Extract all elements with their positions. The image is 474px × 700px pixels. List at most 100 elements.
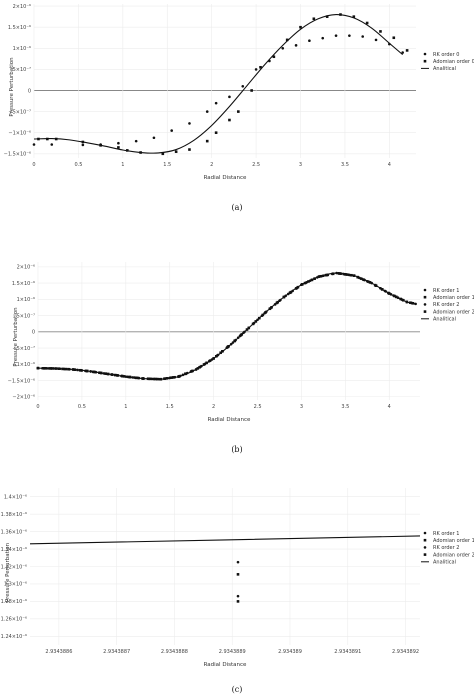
legend-label: RK order 1 — [433, 531, 459, 537]
series-rk-order-0 — [32, 34, 404, 147]
data-point — [345, 273, 349, 276]
data-point — [170, 376, 173, 379]
data-point — [237, 110, 240, 113]
x-tick-label: 2 — [210, 162, 213, 168]
data-point — [191, 369, 194, 373]
series-adomian-order-0 — [37, 13, 409, 156]
figure-caption: (c) — [232, 685, 243, 694]
data-point — [387, 292, 391, 295]
data-point — [268, 59, 271, 63]
data-point — [215, 354, 219, 357]
data-point — [48, 367, 52, 370]
data-point — [307, 280, 310, 283]
figure-caption: (a) — [231, 203, 242, 212]
data-point — [181, 373, 185, 377]
data-point — [236, 560, 240, 564]
legend-label: Adomian order 2 — [433, 309, 474, 315]
legend-square-swatch — [423, 310, 427, 313]
data-point — [165, 377, 169, 380]
data-point — [177, 375, 180, 378]
data-point — [321, 274, 324, 278]
data-point — [325, 15, 329, 18]
data-point — [135, 376, 138, 380]
data-point — [313, 277, 316, 280]
data-point — [131, 376, 135, 379]
x-tick-label: 3 — [299, 162, 302, 168]
data-point — [170, 129, 173, 132]
chart-1: 2×10⁻⁶ 1.5×10⁻⁶ 1×10⁻⁶ 5×10⁻⁷ 0 −5×10⁻⁷ −1×10⁻… — [4, 4, 474, 212]
data-point — [365, 21, 369, 25]
x-tick-label: 1 — [121, 162, 124, 168]
y-tick-label: 1.5×10⁻⁶ — [8, 25, 31, 31]
data-point — [310, 278, 314, 282]
data-point — [363, 278, 366, 282]
data-point — [194, 368, 198, 371]
y-tick-label: 1.5×10⁻⁶ — [12, 281, 35, 287]
series-adomian-order-1 — [236, 573, 240, 576]
data-point — [356, 275, 359, 279]
x-tick-label: 1.5 — [163, 162, 171, 168]
data-point — [229, 342, 233, 346]
series-rk-order-2 — [236, 594, 240, 598]
data-point — [121, 374, 124, 378]
data-point — [393, 294, 396, 298]
x-tick-label: 4 — [388, 162, 391, 168]
data-point — [92, 370, 96, 374]
data-point — [245, 328, 249, 331]
y-tick-label: 1×10⁻⁶ — [13, 46, 31, 52]
data-point — [402, 298, 405, 302]
data-point — [339, 13, 342, 16]
data-point — [259, 65, 262, 69]
data-point — [43, 367, 47, 370]
data-point — [352, 274, 356, 277]
legend-label: Adomian order 1 — [433, 295, 474, 301]
x-axis-title: Radial Distance — [208, 417, 251, 423]
analytical-curve — [38, 272, 416, 380]
figure-caption: (b) — [231, 445, 242, 454]
x-tick-label: 2.9343886 — [45, 649, 72, 655]
data-point — [159, 377, 163, 381]
data-point — [139, 151, 142, 154]
legend-label: Adomian order 1 — [433, 538, 474, 544]
legend-dot-swatch — [423, 546, 427, 549]
data-point — [228, 118, 231, 122]
data-point — [250, 89, 253, 92]
data-point — [214, 101, 218, 105]
y-tick-label: 1.24×10⁻⁶ — [1, 634, 27, 640]
data-point — [359, 277, 363, 280]
legend-label: RK order 2 — [433, 545, 459, 551]
data-point — [233, 339, 237, 343]
data-point — [173, 375, 177, 379]
data-point — [54, 137, 58, 141]
data-point — [99, 371, 103, 375]
y-tick-label: 0 — [32, 330, 35, 336]
x-axis-title: Radial Distance — [204, 175, 247, 181]
data-point — [240, 333, 244, 336]
y-axis-title: Pressure Perturbation — [9, 57, 15, 117]
data-point — [405, 300, 409, 304]
legend-square-swatch — [423, 59, 427, 63]
y-tick-label: 2×10⁻⁶ — [13, 4, 31, 10]
data-point — [296, 285, 300, 289]
data-point — [125, 149, 129, 152]
data-point — [98, 371, 101, 375]
data-point — [78, 368, 82, 372]
data-point — [279, 298, 282, 302]
data-point — [161, 152, 165, 156]
y-tick-label: 5×10⁻⁷ — [13, 67, 31, 73]
legend-label: RK order 2 — [433, 302, 459, 308]
data-point — [37, 137, 40, 141]
data-point — [254, 320, 258, 323]
data-point — [300, 283, 303, 287]
data-point — [344, 273, 347, 276]
data-point — [152, 377, 156, 381]
data-point — [275, 301, 279, 305]
data-point — [99, 144, 102, 147]
series-adomian-order-2 — [36, 272, 412, 381]
data-point — [76, 368, 79, 372]
data-point — [198, 365, 201, 369]
data-point — [64, 367, 68, 371]
data-point — [128, 375, 131, 379]
